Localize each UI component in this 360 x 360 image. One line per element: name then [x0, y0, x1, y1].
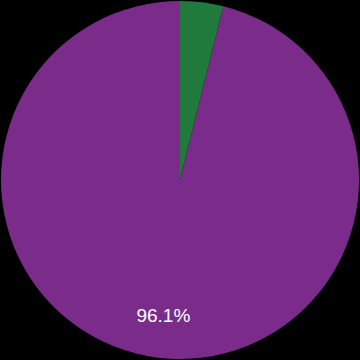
- svg-text:96.1%: 96.1%: [136, 305, 190, 326]
